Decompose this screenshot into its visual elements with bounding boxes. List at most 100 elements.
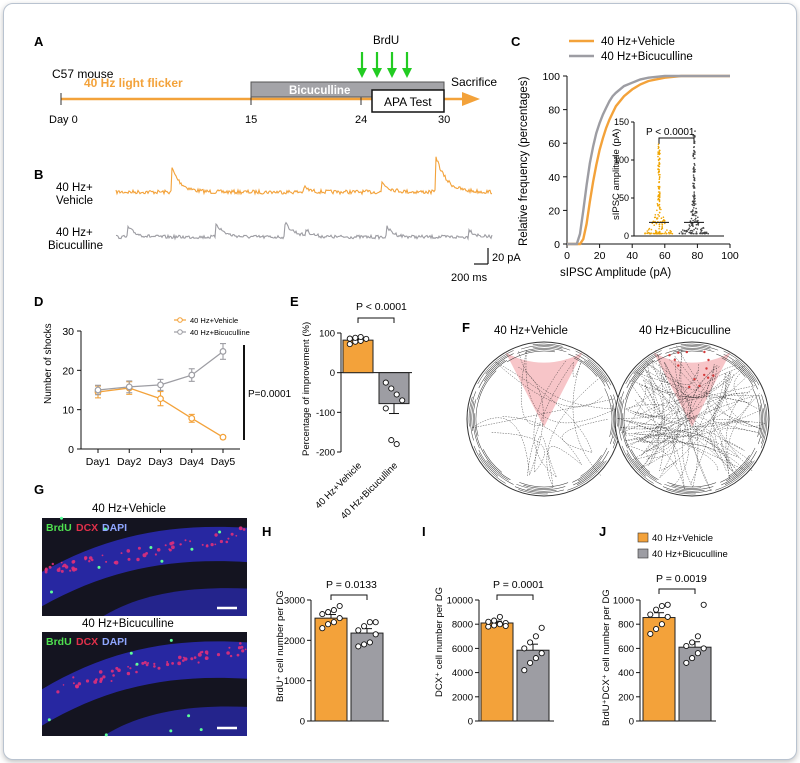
- inset-violin-point: [692, 154, 694, 157]
- chart-data-point: [683, 659, 690, 666]
- histology-dcx-cell: [153, 662, 156, 666]
- chart-c-y-tick-label: 60: [548, 138, 560, 150]
- chart-j-ylabel: BrdU⁺DCX⁺ cell number per DG: [601, 589, 612, 726]
- inset-violin-point: [658, 191, 661, 193]
- maze-edge-path: [470, 345, 618, 493]
- chart-e-p-value: P < 0.0001: [356, 301, 407, 313]
- maze-shock-marker: [693, 378, 696, 381]
- histology-dcx-cell: [120, 552, 123, 555]
- chart-y-tick-label: 0: [330, 368, 335, 379]
- chart-c-x-tick-label: 80: [692, 250, 704, 262]
- histology-dcx-cell: [77, 682, 82, 686]
- chart-data-point: [527, 659, 534, 666]
- histology-brdu-cell: [104, 733, 108, 737]
- chart-c-y-tick-label: 100: [542, 71, 560, 83]
- histology-dcx-cell: [137, 546, 141, 550]
- inset-violin-point: [661, 232, 664, 235]
- histology-dcx-cell: [177, 661, 182, 666]
- inset-violin-point: [657, 204, 659, 206]
- histology-dcx-cell: [85, 679, 90, 683]
- inset-violin-point: [693, 138, 695, 140]
- histology-dcx-cell: [51, 562, 54, 566]
- chart-d: 0 10 20 30 Day1 Day2 Day3 Day4 Day5: [62, 326, 240, 468]
- histology-dcx-cell: [201, 543, 204, 546]
- chart-y-tick-label: 0: [629, 717, 634, 728]
- inset-violin-point: [691, 224, 694, 226]
- chart-d-x-tick-label: Day4: [179, 456, 204, 468]
- chart-y-tick-label: 0: [468, 717, 473, 728]
- histology-dcx-cell: [241, 649, 245, 653]
- inset-violin-point: [651, 222, 654, 225]
- inset-violin-point: [658, 215, 660, 217]
- histology-dcx-cell: [147, 662, 150, 664]
- chart-data-point: [388, 437, 395, 444]
- histology-dcx-cell: [61, 565, 65, 568]
- inset-violin-point: [695, 220, 697, 222]
- histology-dcx-cell: [114, 560, 119, 565]
- maze-trajectory: [642, 366, 735, 472]
- inset-violin-point: [692, 195, 694, 197]
- day30-label: 30: [438, 114, 450, 126]
- chart-data-point: [361, 641, 368, 648]
- inset-violin-point: [695, 214, 697, 217]
- inset-violin-point: [692, 204, 694, 207]
- panel-letter-i: I: [422, 524, 426, 539]
- inset-violin-point: [659, 230, 661, 233]
- inset-violin-point: [656, 217, 659, 219]
- inset-violin-point: [693, 178, 696, 181]
- inset-violin-point: [694, 203, 697, 205]
- brdu-label: BrdU: [373, 35, 399, 47]
- inset-violin-point: [702, 227, 705, 229]
- chart-y-tick-label: -200: [316, 448, 335, 459]
- chart-data-point: [502, 622, 509, 630]
- flicker-label: 40 Hz light flicker: [84, 76, 183, 90]
- chart-data-point: [336, 602, 343, 610]
- inset-violin-point: [682, 229, 684, 231]
- inset-violin-point: [658, 225, 661, 228]
- chart-data-point: [372, 631, 379, 638]
- chart-data-point: [532, 633, 539, 640]
- inset-violin-point: [693, 196, 695, 198]
- histology-dcx-cell: [129, 667, 132, 670]
- histology-brdu-label: BrdU: [46, 522, 72, 534]
- panel-h-brdu: H 0 1000 2000 3000 BrdU⁺ cell number per DG…: [262, 524, 389, 728]
- chart-data-point: [330, 619, 337, 626]
- maze-trajectory: [690, 392, 761, 477]
- panel-letter-h: H: [262, 524, 271, 539]
- legend-c-bic: 40 Hz+Bicuculline: [601, 51, 693, 63]
- inset-violin-point: [692, 135, 694, 137]
- chart-d-x-tick-label: Day2: [117, 456, 142, 468]
- inset-y-tick-label: 100: [614, 155, 629, 165]
- histology-brdu-cell: [149, 546, 153, 549]
- chart-h-p-value: P = 0.0133: [326, 579, 377, 591]
- maze-trajectory: [636, 371, 750, 416]
- inset-violin-point: [697, 216, 699, 219]
- chart-h-ylabel: BrdU⁺ cell number per DG: [275, 590, 286, 702]
- panel-j-brdu-dcx: J 40 Hz+Vehicle 40 Hz+Bicuculline 0 200 40…: [599, 524, 728, 728]
- histology-dapi-layer-2: [103, 706, 247, 736]
- histology-dcx-cell: [110, 680, 113, 682]
- inset-violin-point: [647, 229, 650, 231]
- maze-bicuculline: [614, 341, 770, 497]
- inset-violin-point: [693, 207, 695, 209]
- histology-dcx-cell: [105, 560, 108, 563]
- legend-j-vehicle-swatch: [637, 532, 649, 543]
- inset-violin-point: [695, 217, 697, 220]
- chart-data-point: [346, 335, 353, 342]
- maze-shock-marker: [712, 374, 715, 377]
- inset-violin-point: [691, 223, 694, 225]
- inset-violin-point: [695, 231, 698, 233]
- chart-y-tick-label: 4000: [452, 668, 473, 679]
- chart-d-y-tick-label: 20: [62, 365, 74, 377]
- histology-dcx-cell: [72, 560, 76, 563]
- maze-trajectory: [637, 398, 745, 471]
- histology-dcx-cell: [237, 646, 242, 650]
- inset-violin-point: [658, 181, 660, 183]
- histology-dcx-cell: [62, 684, 65, 686]
- inset-violin-point: [654, 214, 657, 216]
- histology-brdu-cell: [129, 651, 133, 655]
- chart-data-point: [363, 335, 370, 342]
- legend-j-bic: 40 Hz+Bicuculline: [652, 549, 728, 560]
